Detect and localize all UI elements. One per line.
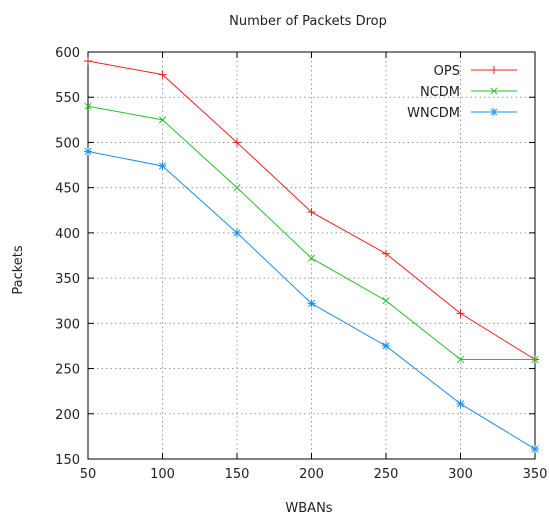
x-tick-label: 300 bbox=[448, 467, 473, 482]
series-wncdm bbox=[84, 147, 539, 454]
series-ncdm bbox=[84, 102, 539, 364]
data-point-ncdm bbox=[84, 102, 92, 110]
y-tick-label: 250 bbox=[55, 363, 80, 378]
y-tick-label: 300 bbox=[55, 317, 80, 332]
legend-label-ops: OPS bbox=[434, 64, 460, 79]
legend-marker-ncdm bbox=[490, 87, 498, 95]
data-point-ops bbox=[307, 208, 316, 217]
x-tick-label: 50 bbox=[80, 467, 97, 482]
y-tick-label: 550 bbox=[55, 91, 80, 106]
data-point-ops bbox=[382, 249, 390, 258]
data-point-wncdm bbox=[84, 147, 92, 156]
y-tick-label: 200 bbox=[55, 408, 80, 423]
data-point-ops bbox=[233, 138, 241, 147]
data-point-ncdm bbox=[382, 297, 390, 305]
legend-marker-ops bbox=[490, 66, 498, 74]
data-point-wncdm bbox=[158, 161, 167, 170]
series-ops bbox=[84, 57, 539, 364]
y-tick-label: 450 bbox=[55, 182, 80, 197]
data-point-ncdm bbox=[531, 355, 539, 364]
data-point-ncdm bbox=[307, 254, 316, 262]
legend-label-wncdm: WNCDM bbox=[407, 106, 460, 121]
data-point-wncdm bbox=[531, 445, 539, 454]
data-point-wncdm bbox=[456, 399, 465, 408]
data-point-wncdm bbox=[233, 228, 241, 237]
axes: 50 100 150 200 250 300 350 150 200 250 300 350 400 45… bbox=[55, 46, 547, 482]
x-tick-label: 200 bbox=[299, 467, 324, 482]
y-tick-label: 150 bbox=[55, 453, 80, 468]
data-point-ops bbox=[158, 70, 167, 79]
legend-label-ncdm: NCDM bbox=[420, 85, 460, 100]
x-tick-label: 100 bbox=[150, 467, 175, 482]
y-tick-label: 500 bbox=[55, 136, 80, 151]
x-axis-label: WBANs bbox=[285, 501, 332, 516]
grid bbox=[88, 52, 535, 459]
data-point-ops bbox=[84, 57, 92, 66]
x-tick-label: 150 bbox=[225, 467, 250, 482]
data-point-ncdm bbox=[233, 184, 241, 192]
data-point-ncdm bbox=[158, 116, 167, 124]
y-axis-label: Packets bbox=[11, 245, 26, 295]
x-tick-label: 350 bbox=[523, 467, 548, 482]
legend-marker-wncdm bbox=[490, 108, 498, 116]
data-point-wncdm bbox=[307, 299, 316, 308]
y-tick-label: 400 bbox=[55, 227, 80, 242]
series bbox=[84, 57, 539, 454]
data-point-ops bbox=[456, 309, 465, 318]
y-tick-label: 350 bbox=[55, 272, 80, 287]
chart-title: Number of Packets Drop bbox=[229, 14, 387, 29]
x-tick-label: 250 bbox=[374, 467, 399, 482]
data-point-ncdm bbox=[456, 355, 465, 364]
data-point-wncdm bbox=[382, 341, 390, 350]
legend: OPS NCDM WNCDM bbox=[407, 64, 517, 121]
y-tick-label: 600 bbox=[55, 46, 80, 61]
